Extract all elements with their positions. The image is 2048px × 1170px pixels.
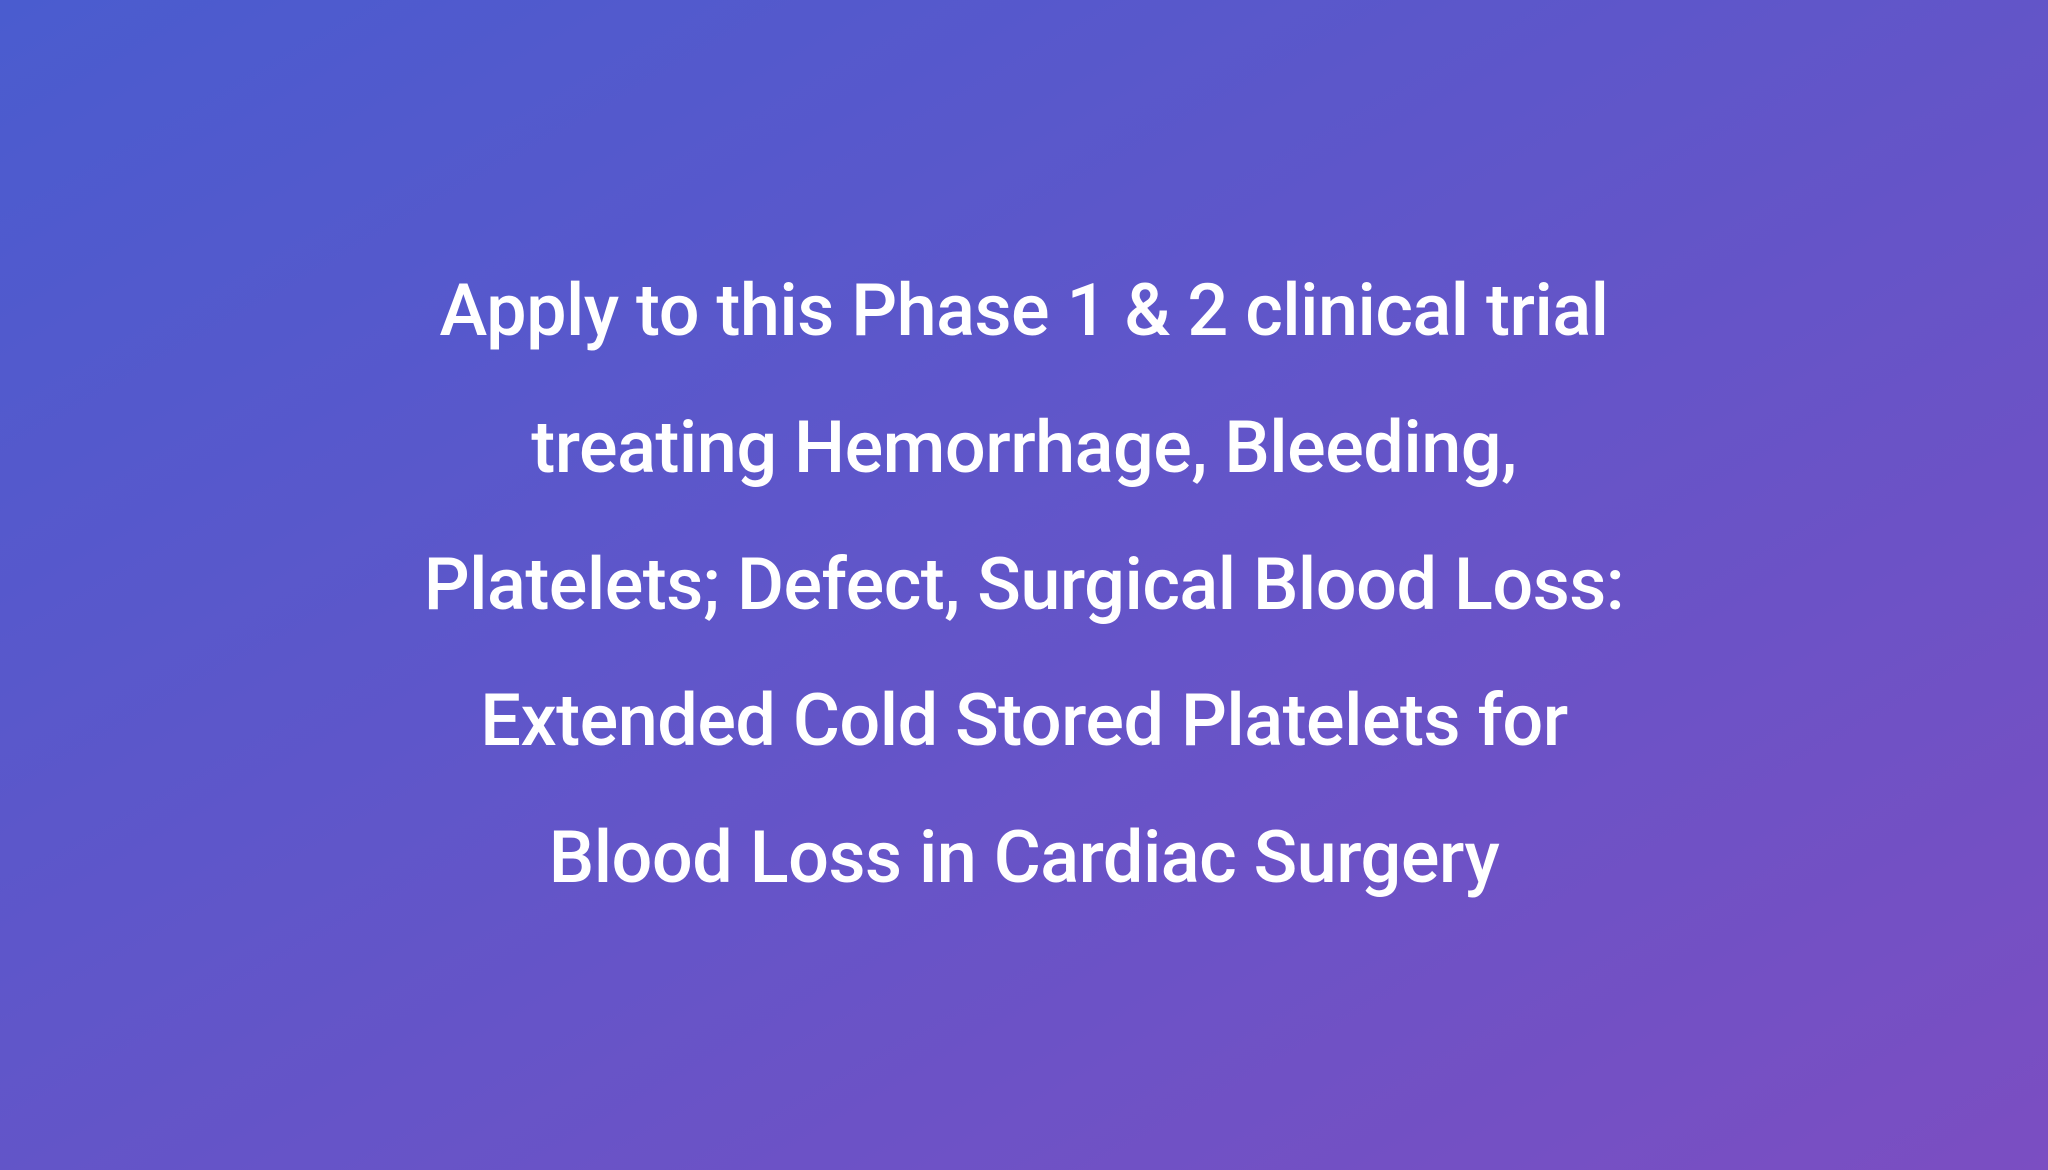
banner-text: Apply to this Phase 1 & 2 clinical trial… xyxy=(424,243,1625,927)
promo-banner: Apply to this Phase 1 & 2 clinical trial… xyxy=(0,0,2048,1170)
